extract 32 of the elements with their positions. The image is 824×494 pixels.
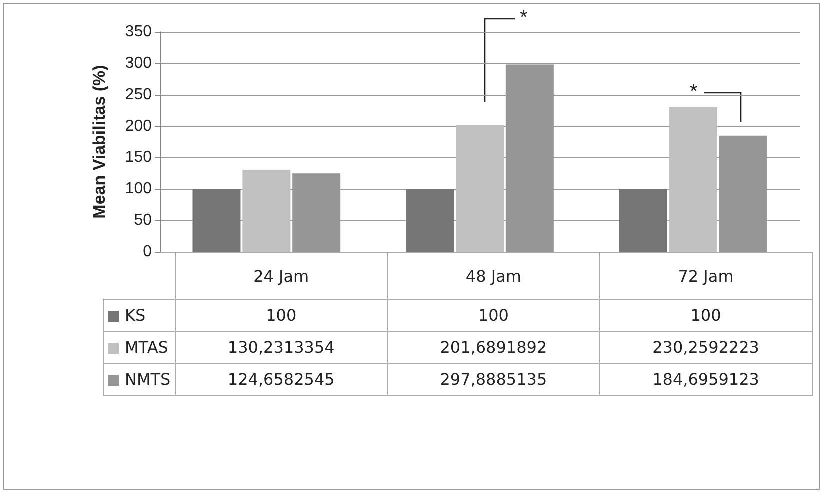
y-axis-title: Mean Viabilitas (%) — [90, 65, 109, 219]
y-tick-label: 0 — [143, 244, 152, 260]
data-label: 184,6959123 — [600, 364, 812, 396]
bar — [619, 189, 668, 252]
legend-label: NMTS — [104, 364, 176, 396]
x-tick-label: 72 Jam — [600, 252, 812, 300]
legend-label: KS — [104, 300, 176, 332]
bar — [192, 189, 241, 252]
y-tick-label: 250 — [125, 86, 152, 104]
y-tick-label: 150 — [125, 149, 152, 166]
y-tick-label: 50 — [134, 212, 152, 230]
y-tick-label: 350 — [125, 24, 152, 40]
data-label: 130,2313354 — [175, 332, 388, 364]
data-label: 201,6891892 — [388, 332, 600, 364]
x-tick-label: 24 Jam — [175, 252, 388, 300]
y-tick-label: 200 — [125, 118, 152, 135]
y-tick-label: 300 — [125, 54, 152, 72]
text: * — [520, 7, 528, 29]
data-label: 124,6582545 — [175, 364, 388, 396]
bar — [669, 107, 718, 252]
annotation: * — [690, 81, 698, 103]
data-label: 230,2592223 — [600, 332, 812, 364]
x-tick-label: 48 Jam — [388, 252, 600, 300]
y-tick-label: 100 — [125, 180, 152, 198]
data-label: 297,8885135 — [388, 364, 600, 396]
bar — [406, 189, 454, 252]
data-label: 100 — [600, 300, 812, 332]
data-label: 100 — [388, 300, 600, 332]
bar — [242, 170, 291, 252]
bar — [456, 125, 504, 252]
legend-label: MTAS — [104, 332, 176, 364]
data-label: 100 — [175, 300, 388, 332]
